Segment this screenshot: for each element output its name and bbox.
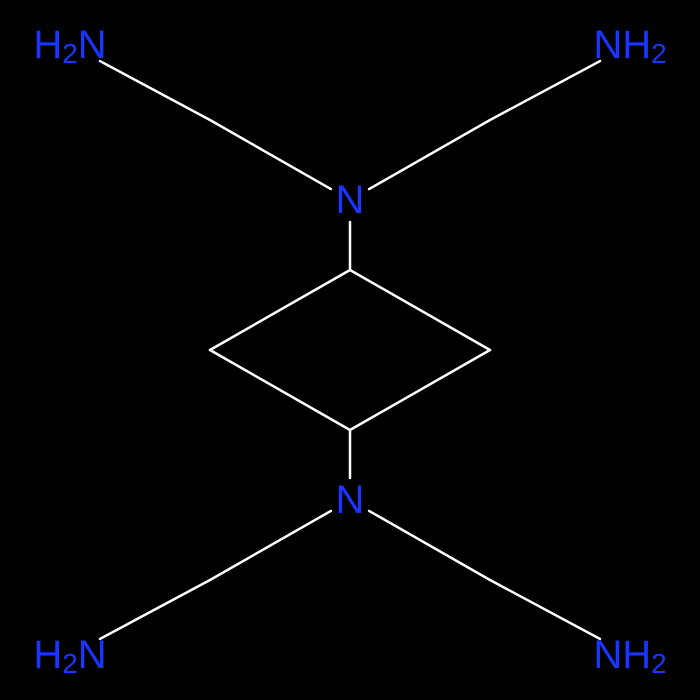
bond [369, 511, 490, 580]
bond [210, 511, 331, 580]
bond [490, 580, 600, 639]
bond [100, 61, 210, 120]
atom-label-n: N [336, 178, 365, 222]
molecule-canvas: N N H2N NH2 H2N NH2 [0, 0, 700, 700]
bond [490, 61, 600, 120]
bond [100, 580, 210, 639]
bond [210, 270, 350, 350]
atom-label-nh2: NH2 [593, 633, 666, 679]
bonds-group [100, 61, 600, 639]
bond [210, 350, 350, 430]
atom-label-nh2: H2N [33, 23, 106, 69]
bond [350, 350, 490, 430]
atom-label-n: N [336, 478, 365, 522]
atom-label-nh2: H2N [33, 633, 106, 679]
bond [369, 120, 490, 189]
atom-label-nh2: NH2 [593, 23, 666, 69]
bond [350, 270, 490, 350]
bond [210, 120, 331, 189]
